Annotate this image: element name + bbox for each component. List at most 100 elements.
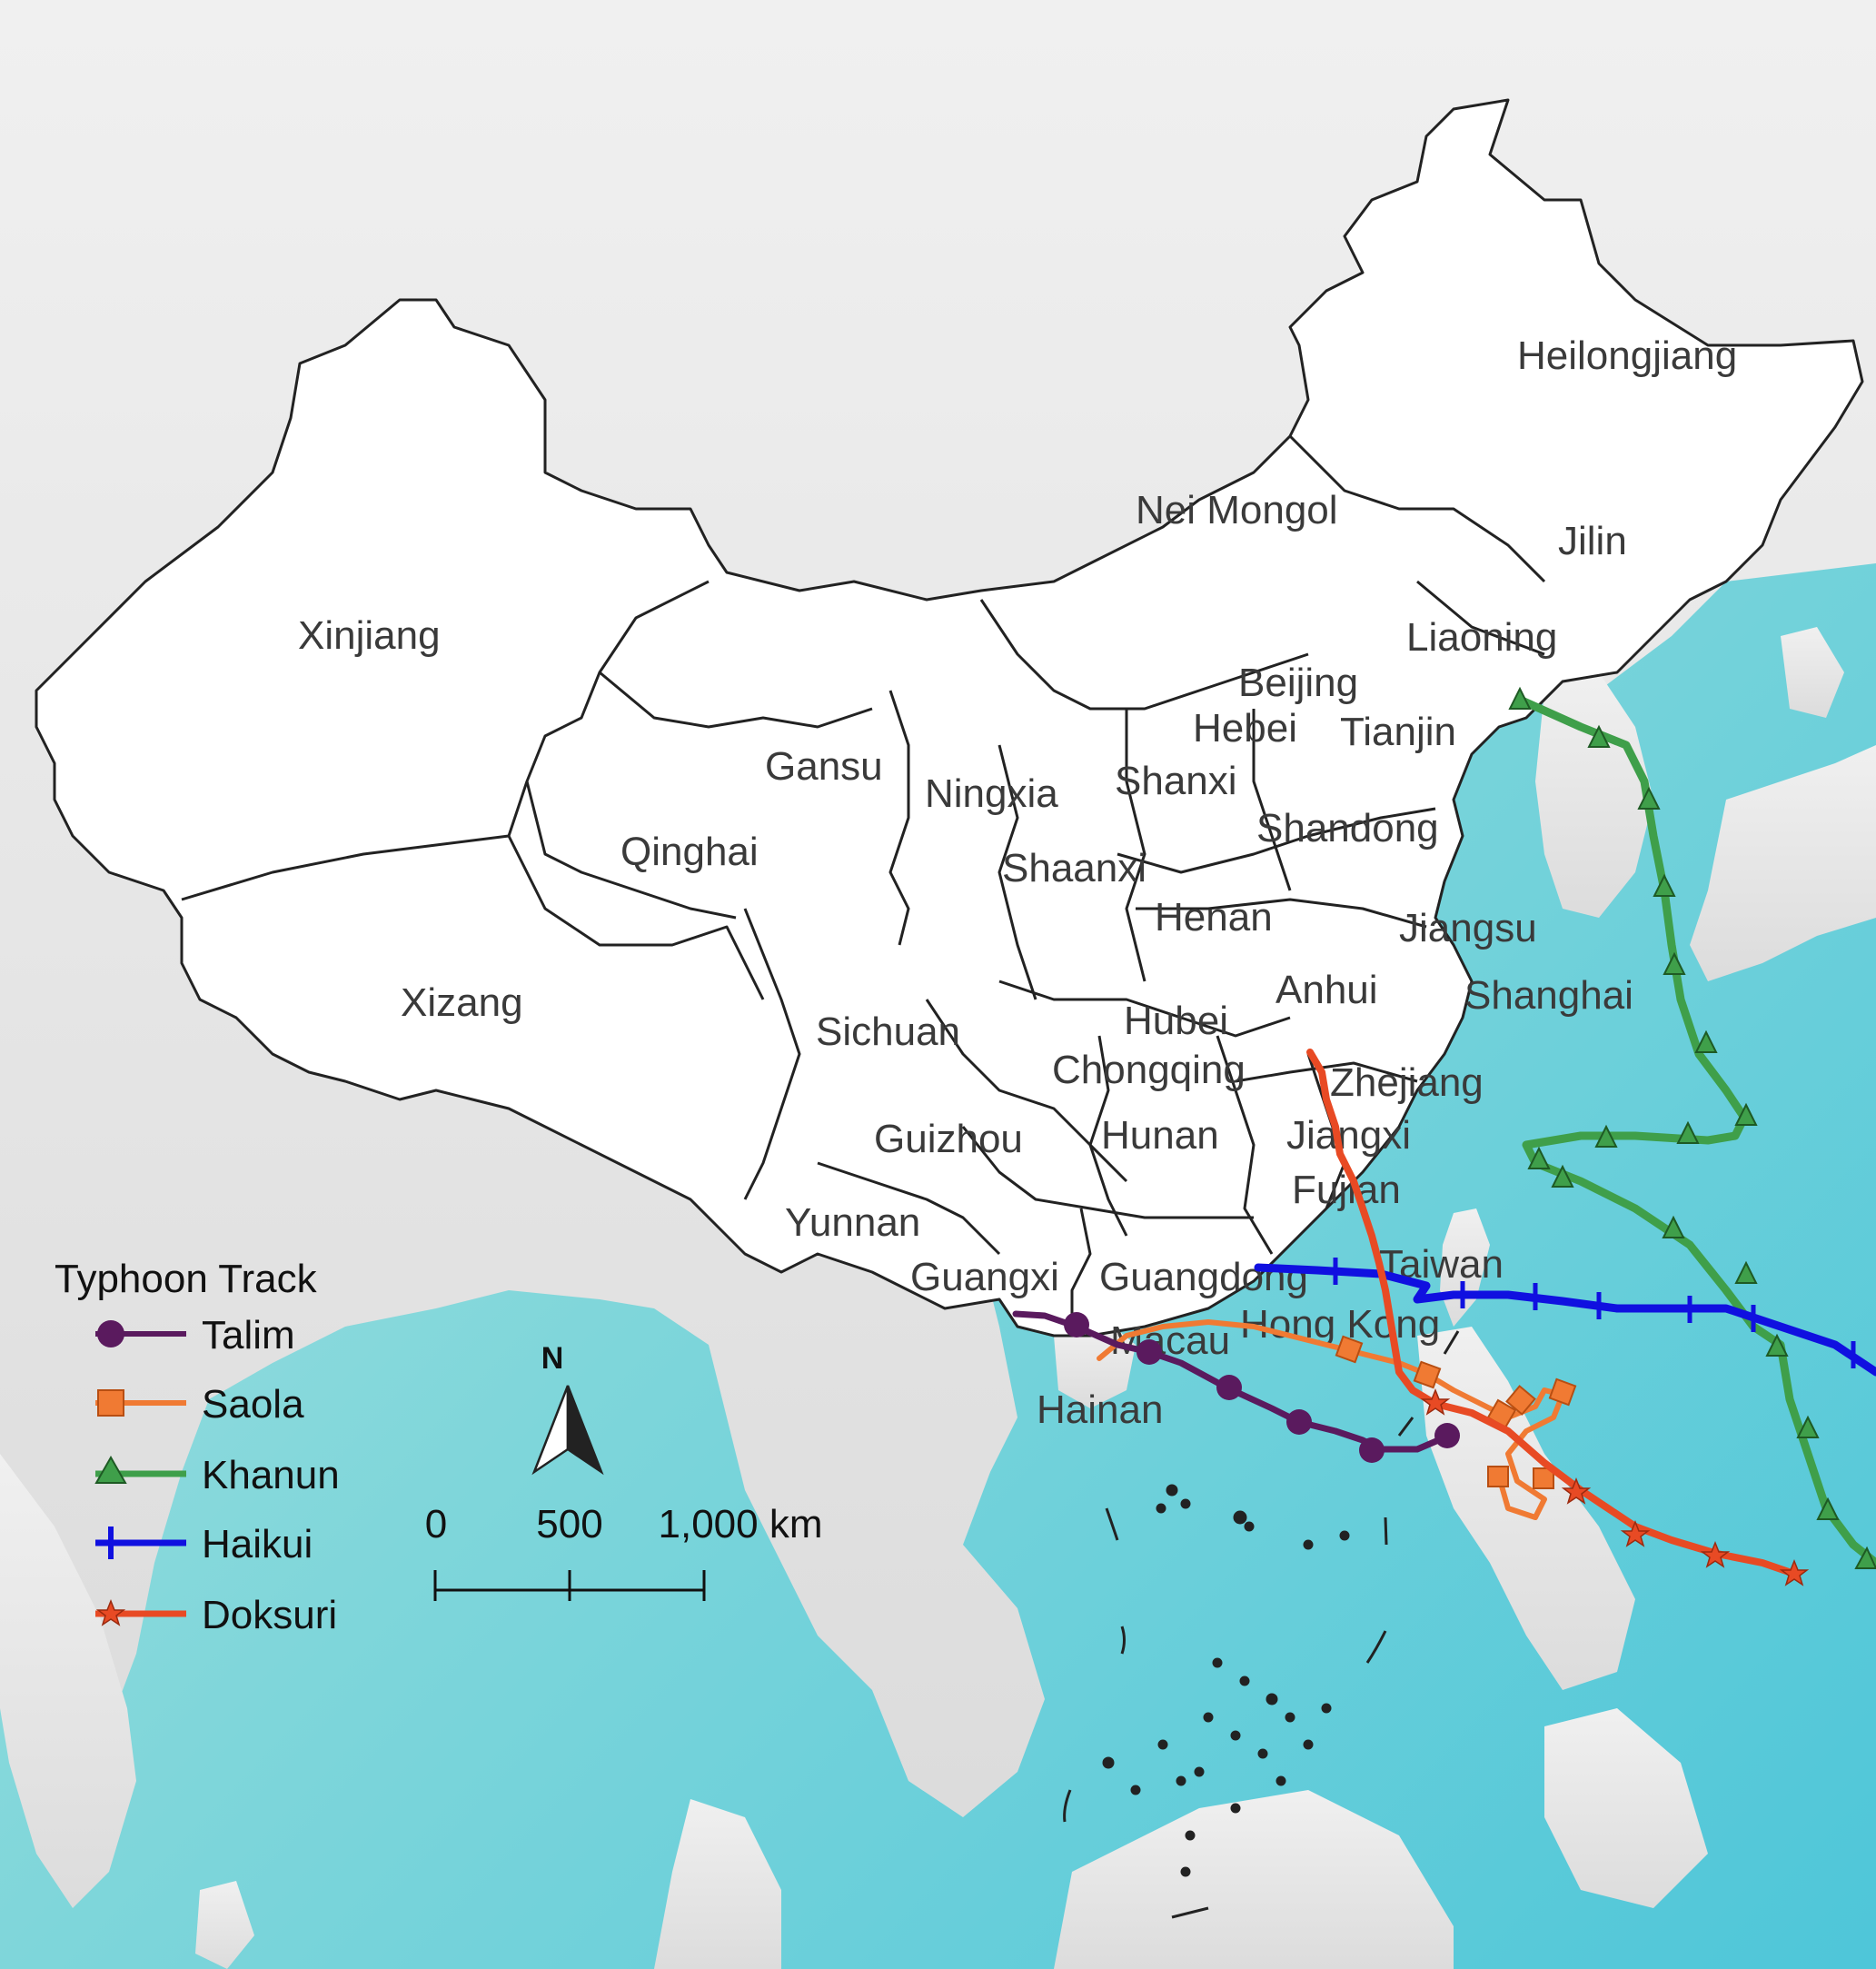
khanun-marker bbox=[1676, 1120, 1700, 1144]
label-fujian: Fujian bbox=[1292, 1168, 1401, 1212]
label-shanxi: Shanxi bbox=[1115, 759, 1237, 803]
label-hainan: Hainan bbox=[1037, 1387, 1163, 1432]
label-anhui: Anhui bbox=[1275, 968, 1378, 1012]
label-guangdong: Guangdong bbox=[1099, 1255, 1308, 1299]
legend-item-saola: Saola bbox=[95, 1382, 304, 1427]
khanun-marker bbox=[1796, 1415, 1820, 1438]
talim-marker bbox=[1216, 1375, 1242, 1400]
triangle-icon bbox=[94, 1455, 127, 1484]
square-icon bbox=[97, 1389, 124, 1417]
khanun-marker bbox=[1587, 724, 1611, 748]
province-boundaries bbox=[35, 98, 1864, 1338]
khanun-marker bbox=[1594, 1124, 1618, 1148]
saola-marker bbox=[1335, 1335, 1364, 1364]
label-beijing: Beijing bbox=[1238, 661, 1358, 705]
khanun-marker bbox=[1508, 686, 1532, 710]
label-gansu: Gansu bbox=[765, 744, 883, 789]
label-yunnan: Yunnan bbox=[785, 1200, 920, 1245]
label-hunan: Hunan bbox=[1101, 1113, 1219, 1158]
talim-marker bbox=[1434, 1423, 1460, 1448]
china-region bbox=[36, 100, 1862, 1336]
legend-label: Doksuri bbox=[202, 1593, 337, 1637]
north-arrow-icon-shadow bbox=[566, 1385, 604, 1476]
khanun-marker bbox=[1734, 1102, 1758, 1126]
khanun-marker bbox=[1734, 1260, 1758, 1284]
talim-marker bbox=[1286, 1409, 1312, 1435]
label-qinghai: Qinghai bbox=[620, 830, 759, 874]
legend-label: Saola bbox=[202, 1382, 304, 1427]
saola-marker bbox=[1505, 1385, 1536, 1416]
talim-marker bbox=[1137, 1339, 1162, 1365]
label-jiangxi: Jiangxi bbox=[1286, 1113, 1411, 1158]
label-hebei: Hebei bbox=[1193, 706, 1297, 751]
label-shandong: Shandong bbox=[1256, 806, 1439, 850]
label-liaoning: Liaoning bbox=[1406, 615, 1557, 660]
legend-item-haikui: Haikui bbox=[95, 1522, 313, 1566]
track-saola bbox=[1097, 1319, 1577, 1520]
doksuri-marker bbox=[1420, 1387, 1451, 1416]
khanun-marker bbox=[1551, 1164, 1574, 1188]
label-hong-kong: Hong Kong bbox=[1240, 1302, 1440, 1347]
scale-bar: 0 500 1,000 km bbox=[425, 1502, 823, 1601]
north-label: N bbox=[541, 1341, 564, 1376]
label-chongqing: Chongqing bbox=[1052, 1048, 1246, 1092]
circle-icon bbox=[97, 1320, 124, 1347]
label-shaanxi: Shaanxi bbox=[1002, 846, 1146, 890]
label-xinjiang: Xinjiang bbox=[298, 613, 441, 658]
khanun-marker bbox=[1637, 786, 1661, 810]
khanun-marker bbox=[1653, 873, 1676, 897]
legend: Typhoon Track Talim Saola Khanun Haikui … bbox=[55, 1257, 340, 1637]
label-sichuan: Sichuan bbox=[816, 1009, 960, 1054]
track-haikui bbox=[1254, 1258, 1876, 1377]
saola-marker bbox=[1487, 1466, 1509, 1487]
legend-item-talim: Talim bbox=[95, 1313, 295, 1357]
label-zhejiang: Zhejiang bbox=[1330, 1060, 1484, 1105]
khanun-marker bbox=[1854, 1546, 1876, 1569]
label-xizang: Xizang bbox=[401, 980, 523, 1025]
label-henan: Henan bbox=[1155, 895, 1273, 940]
saola-marker bbox=[1548, 1377, 1577, 1407]
label-heilongjiang: Heilongjiang bbox=[1517, 333, 1737, 378]
legend-label: Khanun bbox=[202, 1453, 340, 1497]
khanun-marker bbox=[1765, 1333, 1789, 1357]
label-jilin: Jilin bbox=[1558, 519, 1627, 563]
legend-label: Haikui bbox=[202, 1522, 313, 1566]
doksuri-marker bbox=[1700, 1540, 1731, 1568]
label-guangxi: Guangxi bbox=[910, 1255, 1059, 1299]
scale-tick-0: 0 bbox=[425, 1502, 447, 1546]
doksuri-marker bbox=[1779, 1558, 1810, 1586]
khanun-marker bbox=[1816, 1497, 1840, 1520]
scale-tick-1000: 1,000 km bbox=[659, 1502, 823, 1546]
province-labels: Heilongjiang Nei Mongol Jilin Xinjiang L… bbox=[298, 333, 1737, 1432]
saola-marker bbox=[1533, 1467, 1554, 1489]
label-ningxia: Ningxia bbox=[925, 771, 1058, 816]
doksuri-marker bbox=[1620, 1519, 1651, 1547]
track-doksuri bbox=[1306, 1049, 1810, 1586]
doksuri-marker bbox=[1561, 1477, 1592, 1505]
track-khanun bbox=[1508, 686, 1876, 1569]
talim-marker bbox=[1359, 1437, 1385, 1463]
saola-marker bbox=[1413, 1360, 1442, 1389]
legend-item-khanun: Khanun bbox=[94, 1453, 340, 1497]
track-talim bbox=[1012, 1310, 1460, 1463]
label-shanghai: Shanghai bbox=[1464, 973, 1633, 1018]
south-china-sea-islands bbox=[1063, 1330, 1460, 1919]
legend-item-doksuri: Doksuri bbox=[95, 1593, 337, 1637]
label-hubei: Hubei bbox=[1124, 999, 1228, 1043]
khanun-marker bbox=[1663, 951, 1686, 975]
talim-marker bbox=[1064, 1312, 1089, 1338]
khanun-marker bbox=[1662, 1215, 1685, 1238]
label-tianjin: Tianjin bbox=[1340, 710, 1456, 754]
legend-label: Talim bbox=[202, 1313, 295, 1357]
label-nei-mongol: Nei Mongol bbox=[1136, 488, 1338, 532]
scale-tick-500: 500 bbox=[536, 1502, 602, 1546]
label-jiangsu: Jiangsu bbox=[1399, 906, 1537, 950]
north-arrow: N bbox=[531, 1341, 604, 1476]
legend-title: Typhoon Track bbox=[55, 1257, 318, 1301]
khanun-marker bbox=[1694, 1029, 1718, 1053]
label-guizhou: Guizhou bbox=[874, 1117, 1023, 1161]
typhoon-tracks bbox=[1012, 686, 1876, 1586]
khanun-marker bbox=[1527, 1146, 1551, 1169]
